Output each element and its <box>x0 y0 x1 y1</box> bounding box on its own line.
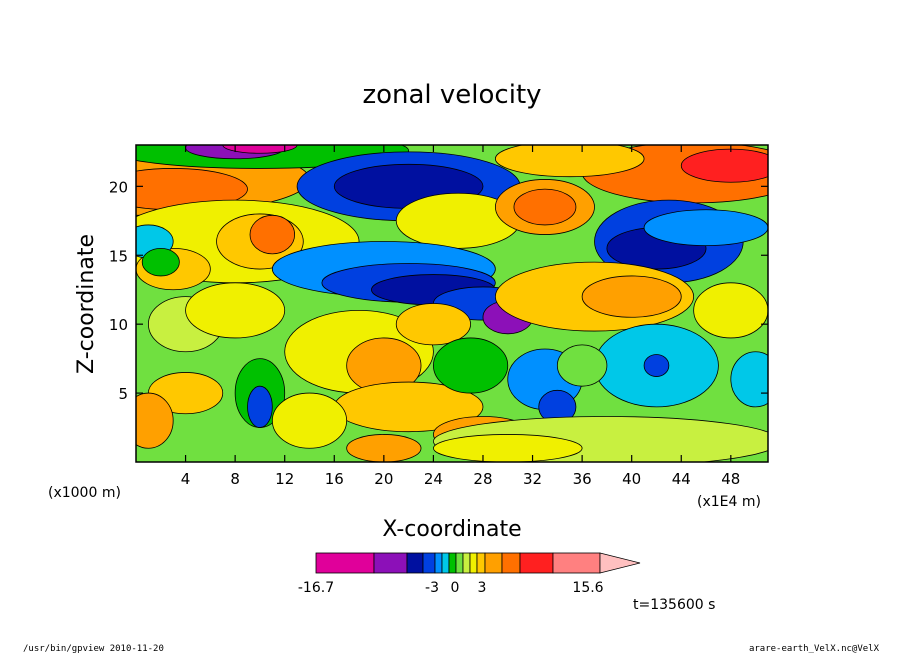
colorbar-band <box>476 552 486 574</box>
x-tick-label: 12 <box>275 470 294 488</box>
colorbar-label: 3 <box>478 580 487 596</box>
velocity-contour <box>556 344 608 387</box>
colorbar-label: -16.7 <box>298 580 334 596</box>
y-tick-label: 15 <box>109 247 128 265</box>
velocity-contour <box>433 337 509 394</box>
plot-area <box>136 145 768 462</box>
colorbar-band <box>484 552 503 574</box>
velocity-contour <box>693 282 768 339</box>
x-tick-label: 36 <box>573 470 592 488</box>
velocity-contour <box>433 434 583 462</box>
velocity-contour <box>494 145 645 178</box>
velocity-contour <box>513 188 577 226</box>
x-tick-label: 4 <box>181 470 191 488</box>
colorbar-band <box>434 552 443 574</box>
x-tick-label: 44 <box>672 470 691 488</box>
x-axis-label: X-coordinate <box>382 517 521 542</box>
y-axis-label: Z-coordinate <box>74 234 99 374</box>
colorbar-label: 0 <box>451 580 460 596</box>
chart-title: zonal velocity <box>362 80 541 110</box>
velocity-contour <box>141 247 180 277</box>
x-tick-label: 32 <box>523 470 542 488</box>
x-tick-label: 40 <box>622 470 641 488</box>
x-tick-label: 8 <box>230 470 240 488</box>
colorbar-label: -3 <box>425 580 439 596</box>
x-tick-label: 48 <box>721 470 740 488</box>
velocity-contour <box>271 392 348 449</box>
x-axis-units-right: (x1E4 m) <box>697 494 761 510</box>
colorbar-band <box>441 552 450 574</box>
x-tick-label: 20 <box>374 470 393 488</box>
velocity-contour <box>247 385 273 428</box>
time-label: t=135600 s <box>633 597 715 613</box>
footer-left: /usr/bin/gpview 2010-11-20 <box>23 644 164 654</box>
velocity-contour <box>643 209 768 247</box>
x-tick-label: 28 <box>473 470 492 488</box>
colorbar-band <box>373 552 408 574</box>
y-tick-label: 20 <box>109 178 128 196</box>
y-tick-label: 10 <box>109 316 128 334</box>
x-tick-label: 24 <box>424 470 443 488</box>
velocity-contour <box>730 351 768 408</box>
velocity-contour <box>680 148 768 183</box>
velocity-contour <box>581 275 682 318</box>
velocity-contour <box>249 214 296 255</box>
colorbar-arrow <box>599 552 641 574</box>
colorbar-band <box>462 552 471 574</box>
footer-right: arare-earth_VelX.nc@VelX <box>749 644 880 654</box>
y-tick-label: 5 <box>118 385 128 403</box>
colorbar-band <box>422 552 436 574</box>
colorbar-band <box>406 552 424 574</box>
colorbar-band <box>469 552 478 574</box>
colorbar-band <box>552 552 601 574</box>
colorbar <box>315 552 641 574</box>
colorbar-band <box>455 552 464 574</box>
colorbar-band <box>519 552 554 574</box>
colorbar-band <box>501 552 521 574</box>
velocity-contour <box>643 354 670 377</box>
velocity-contour <box>185 282 286 339</box>
colorbar-band <box>315 552 375 574</box>
colorbar-labels: -16.7 -3 0 3 15.6 <box>298 580 604 596</box>
y-axis: 5 10 15 20 <box>109 178 768 403</box>
x-axis-units-left: (x1000 m) <box>48 485 121 501</box>
colorbar-band <box>448 552 457 574</box>
colorbar-label: 15.6 <box>572 580 603 596</box>
velocity-contour <box>395 303 471 346</box>
plot-frame <box>135 144 769 463</box>
x-axis: 4 8 12 16 20 24 28 32 36 40 44 48 <box>181 145 740 488</box>
velocity-contour <box>136 392 174 449</box>
velocity-field <box>136 145 768 462</box>
x-tick-label: 16 <box>325 470 344 488</box>
